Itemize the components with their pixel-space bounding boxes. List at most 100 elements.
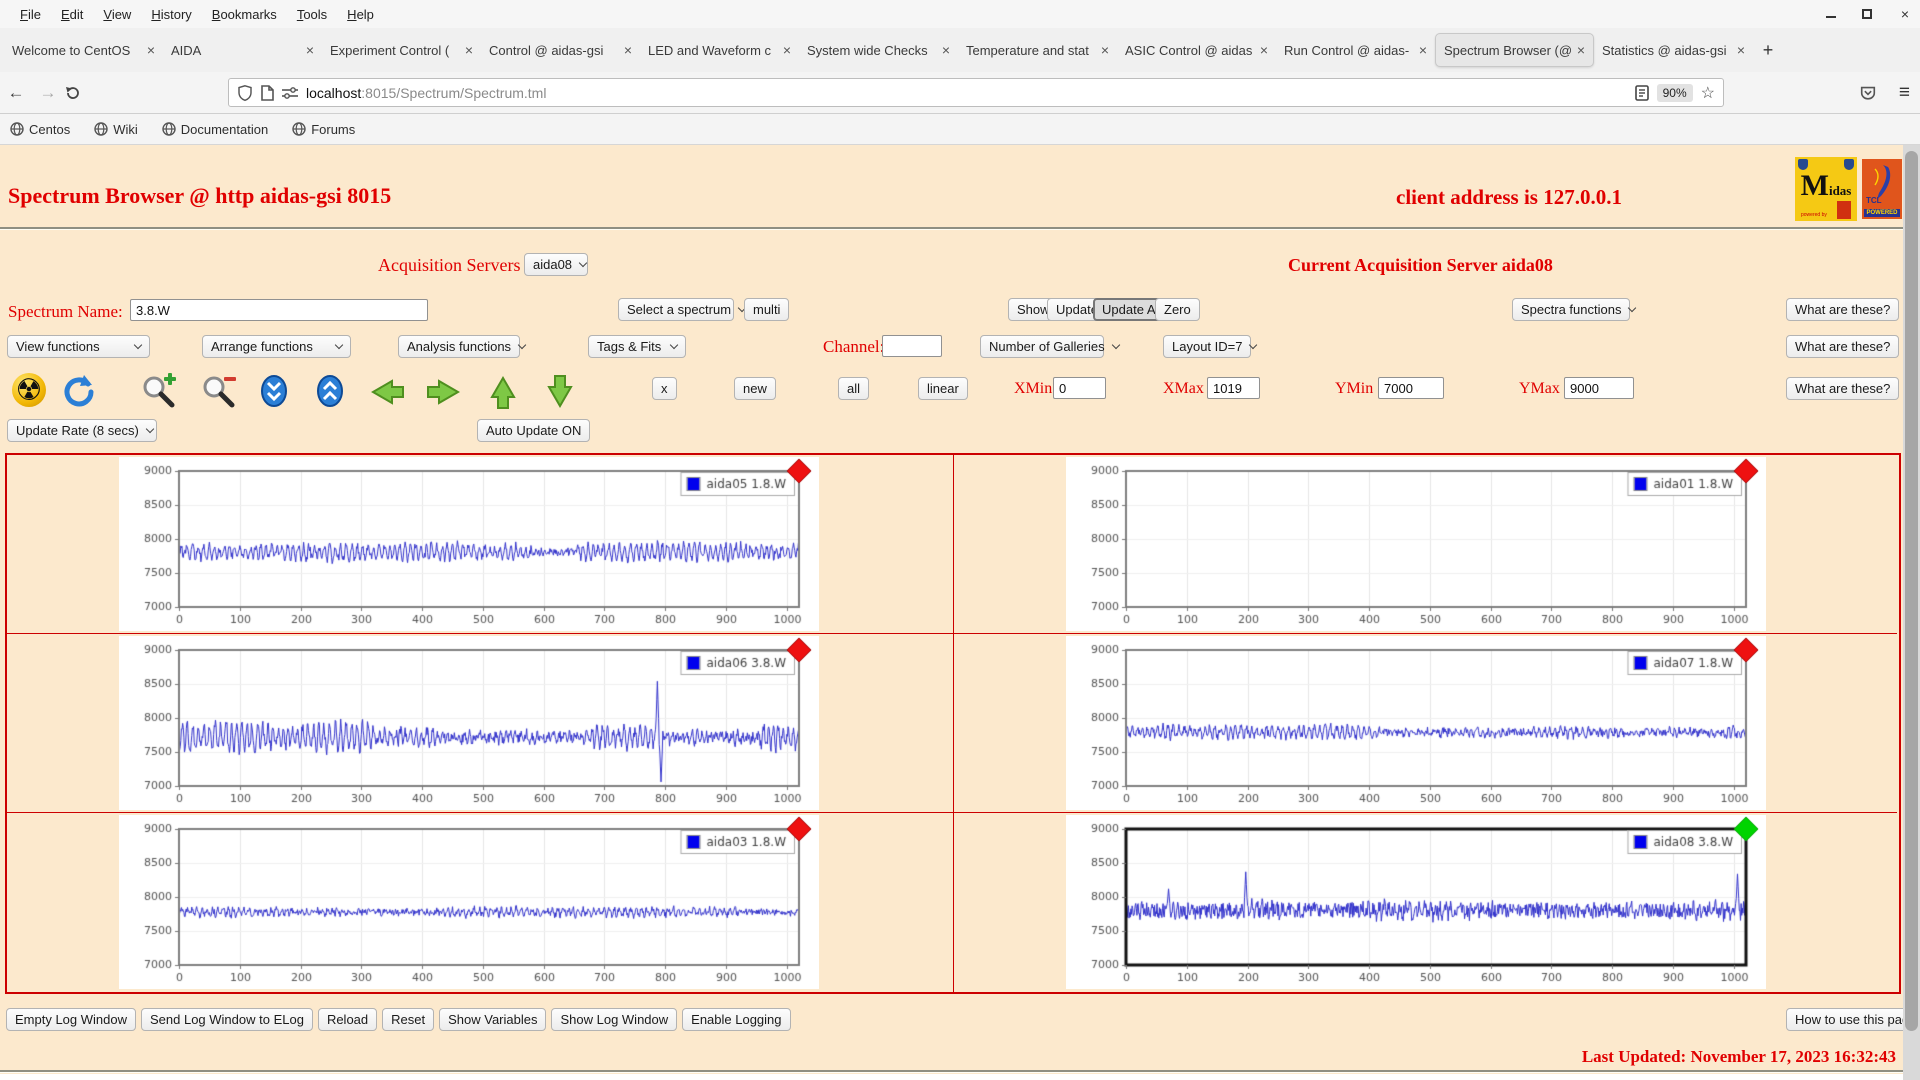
multi-button[interactable]: multi bbox=[744, 298, 790, 321]
new-tab-button[interactable]: + bbox=[1762, 39, 1774, 60]
how-to-use-button[interactable]: How to use this page bbox=[1786, 1008, 1920, 1031]
menu-history[interactable]: History bbox=[151, 6, 192, 22]
tab-close-icon[interactable]: × bbox=[623, 42, 632, 58]
tab-close-icon[interactable]: × bbox=[1418, 42, 1427, 58]
tab-close-icon[interactable]: × bbox=[464, 42, 473, 58]
menu-bookmarks[interactable]: Bookmarks bbox=[211, 6, 277, 22]
empty-log-window-button[interactable]: Empty Log Window bbox=[6, 1008, 136, 1031]
bookmark-wiki[interactable]: Wiki bbox=[94, 122, 138, 137]
back-icon[interactable]: ← bbox=[7, 82, 25, 102]
update-all-button[interactable]: Update All bbox=[1093, 298, 1171, 321]
tab-spectrum-browser[interactable]: Spectrum Browser (@ × bbox=[1435, 33, 1594, 67]
what-are-these-button-3[interactable]: What are these? bbox=[1786, 377, 1900, 400]
close-window-icon[interactable]: × bbox=[1900, 6, 1910, 22]
spectra-functions-dropdown[interactable]: Spectra functions bbox=[1512, 298, 1637, 321]
pan-right-icon[interactable] bbox=[425, 373, 461, 409]
zero-button[interactable]: Zero bbox=[1155, 298, 1200, 321]
maximize-icon[interactable] bbox=[1862, 9, 1872, 19]
zoom-out-icon[interactable] bbox=[200, 373, 236, 409]
page-info-icon[interactable] bbox=[261, 84, 274, 101]
source-radiation-icon[interactable]: ☢ bbox=[12, 373, 48, 409]
tab-statistics[interactable]: Statistics @ aidas-gsi × bbox=[1602, 42, 1745, 58]
url-text[interactable]: localhost:8015/Spectrum/Spectrum.tml bbox=[306, 84, 547, 101]
acquisition-server-select[interactable]: aida08 bbox=[524, 253, 588, 276]
zoom-in-icon[interactable] bbox=[140, 373, 176, 409]
show-log-window-button[interactable]: Show Log Window bbox=[551, 1008, 678, 1031]
what-are-these-button-2[interactable]: What are these? bbox=[1786, 335, 1900, 358]
tab-asic-control[interactable]: ASIC Control @ aidas × bbox=[1125, 42, 1268, 58]
select-spectrum-dropdown[interactable]: Select a spectrum bbox=[618, 298, 747, 321]
new-button[interactable]: new bbox=[734, 377, 776, 400]
spectrum-chart-aida08[interactable] bbox=[1066, 815, 1766, 989]
reload-button[interactable]: Reload bbox=[317, 1008, 378, 1031]
scrollbar-thumb[interactable] bbox=[1905, 151, 1918, 1031]
linear-button[interactable]: linear bbox=[918, 377, 968, 400]
shield-icon[interactable] bbox=[237, 84, 253, 102]
tab-close-icon[interactable]: × bbox=[305, 42, 314, 58]
auto-update-button[interactable]: Auto Update ON bbox=[477, 419, 591, 442]
tab-aida[interactable]: AIDA × bbox=[171, 42, 314, 58]
tab-close-icon[interactable]: × bbox=[782, 42, 791, 58]
expand-y-icon[interactable] bbox=[312, 373, 348, 409]
xmin-input[interactable] bbox=[1053, 377, 1106, 399]
show-variables-button[interactable]: Show Variables bbox=[439, 1008, 547, 1031]
ymin-input[interactable] bbox=[1378, 377, 1444, 399]
menu-file[interactable]: File bbox=[20, 6, 41, 22]
show-button[interactable]: Show bbox=[1008, 298, 1059, 321]
arrange-functions-dropdown[interactable]: Arrange functions bbox=[202, 335, 351, 358]
channel-input[interactable] bbox=[882, 335, 942, 357]
xmax-input[interactable] bbox=[1207, 377, 1260, 399]
page-scrollbar[interactable] bbox=[1903, 145, 1920, 1080]
menu-help[interactable]: Help bbox=[347, 6, 374, 22]
bookmark-forums[interactable]: Forums bbox=[292, 122, 355, 137]
tab-run-control[interactable]: Run Control @ aidas- × bbox=[1284, 42, 1427, 58]
pan-up-icon[interactable] bbox=[484, 373, 520, 409]
reset-button[interactable]: Reset bbox=[382, 1008, 435, 1031]
what-are-these-button-1[interactable]: What are these? bbox=[1786, 298, 1900, 321]
zoom-level-badge[interactable]: 90% bbox=[1656, 83, 1693, 102]
bookmark-star-icon[interactable]: ☆ bbox=[1700, 84, 1715, 102]
tab-close-icon[interactable]: × bbox=[1736, 42, 1745, 58]
bookmark-centos[interactable]: Centos bbox=[10, 122, 70, 137]
pan-down-icon[interactable] bbox=[541, 373, 577, 409]
tab-close-icon[interactable]: × bbox=[1259, 42, 1268, 58]
update-rate-dropdown[interactable]: Update Rate (8 secs) bbox=[7, 419, 157, 442]
menu-edit[interactable]: Edit bbox=[60, 6, 84, 22]
spectrum-chart-aida06[interactable] bbox=[119, 636, 819, 810]
ymax-input[interactable] bbox=[1564, 377, 1634, 399]
permissions-icon[interactable] bbox=[282, 86, 298, 99]
tab-welcome-centos[interactable]: Welcome to CentOS × bbox=[12, 42, 155, 58]
layout-id-dropdown[interactable]: Layout ID=7 bbox=[1163, 335, 1258, 358]
galleries-dropdown[interactable]: Number of Galleries bbox=[980, 335, 1120, 358]
send-log-to-elog-button[interactable]: Send Log Window to ELog bbox=[141, 1008, 313, 1031]
minimize-icon[interactable] bbox=[1826, 10, 1836, 18]
spectrum-chart-aida03[interactable] bbox=[119, 815, 819, 989]
pocket-icon[interactable] bbox=[1859, 84, 1877, 102]
midas-logo[interactable]: Midas powered by bbox=[1795, 157, 1857, 221]
spectrum-chart-aida05[interactable] bbox=[119, 457, 819, 631]
url-bar[interactable]: localhost:8015/Spectrum/Spectrum.tml 90%… bbox=[228, 78, 1724, 107]
tab-experiment-control[interactable]: Experiment Control (× bbox=[330, 42, 473, 58]
compress-y-icon[interactable] bbox=[256, 373, 292, 409]
tab-temperature[interactable]: Temperature and stat × bbox=[966, 42, 1109, 58]
reload-icon[interactable] bbox=[64, 84, 96, 101]
spectrum-name-input[interactable] bbox=[130, 299, 428, 321]
tab-close-icon[interactable]: × bbox=[941, 42, 950, 58]
analysis-functions-dropdown[interactable]: Analysis functions bbox=[398, 335, 527, 358]
enable-logging-button[interactable]: Enable Logging bbox=[682, 1008, 791, 1031]
spectrum-chart-aida01[interactable] bbox=[1066, 457, 1766, 631]
tab-system-checks[interactable]: System wide Checks × bbox=[807, 42, 950, 58]
tcl-powered-logo[interactable]: TCL POWERED bbox=[1862, 159, 1902, 219]
spectrum-chart-aida07[interactable] bbox=[1066, 636, 1766, 810]
tab-control-aidas-gsi[interactable]: Control @ aidas-gsi × bbox=[489, 42, 632, 58]
forward-icon[interactable]: → bbox=[39, 82, 57, 102]
all-button[interactable]: all bbox=[838, 377, 870, 400]
view-functions-dropdown[interactable]: View functions bbox=[7, 335, 150, 358]
tab-led-waveform[interactable]: LED and Waveform c × bbox=[648, 42, 791, 58]
reader-mode-icon[interactable] bbox=[1634, 84, 1649, 101]
tab-close-icon[interactable]: × bbox=[146, 42, 155, 58]
menu-tools[interactable]: Tools bbox=[296, 6, 328, 22]
refresh-icon[interactable] bbox=[60, 373, 96, 409]
app-menu-icon[interactable]: ≡ bbox=[1898, 81, 1910, 103]
tab-close-icon[interactable]: × bbox=[1576, 42, 1585, 58]
